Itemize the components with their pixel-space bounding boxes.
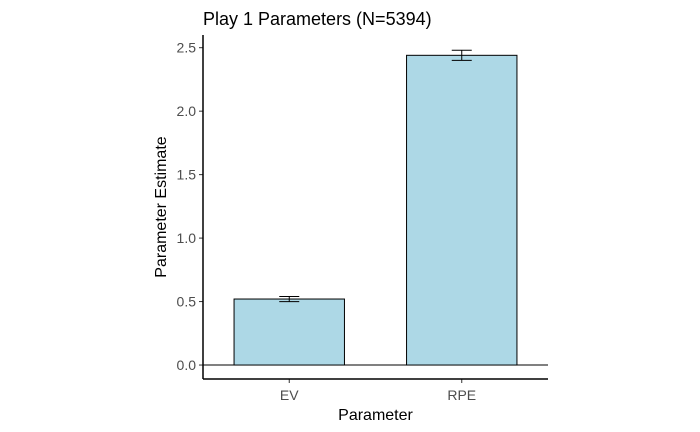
bar-ev [233, 298, 345, 366]
y-tick-label: 2.5 [177, 40, 197, 56]
y-axis-title: Parameter Estimate [153, 136, 170, 277]
plot-area: EV RPE 0.0 0.5 1.0 1.5 2.0 2.5 [177, 35, 548, 403]
x-tick-label: RPE [447, 387, 476, 403]
x-tick-label: EV [280, 387, 299, 403]
y-tick-label: 1.0 [177, 230, 197, 246]
y-tick-label: 2.0 [177, 103, 197, 119]
x-axis-title: Parameter [338, 407, 413, 424]
y-tick-label: 1.5 [177, 167, 197, 183]
y-tick-label: 0.0 [177, 357, 197, 373]
bar-rpe [406, 54, 518, 366]
chart-title: Play 1 Parameters (N=5394) [203, 9, 432, 29]
y-tick-label: 0.5 [177, 294, 197, 310]
